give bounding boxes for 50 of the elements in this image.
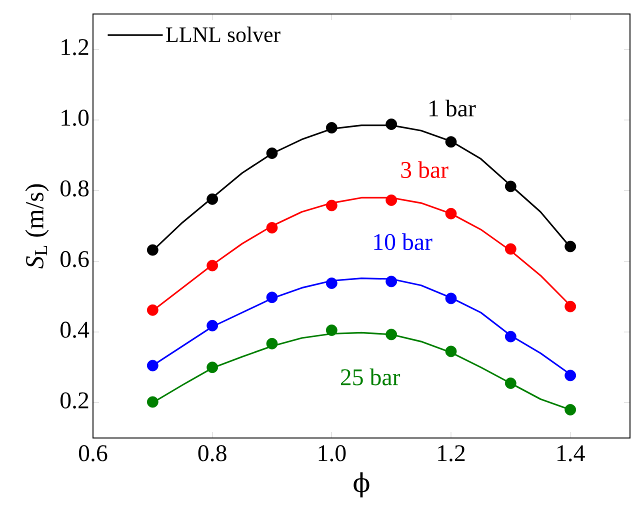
y-tick-label: 1.0 — [62, 110, 89, 126]
point — [386, 328, 398, 340]
point — [564, 240, 576, 252]
point — [445, 292, 457, 304]
point — [504, 243, 516, 255]
x-axis-title: ϕ — [354, 472, 370, 498]
point — [386, 118, 398, 130]
point — [386, 194, 398, 206]
point — [266, 338, 278, 350]
point — [564, 404, 576, 416]
point — [146, 396, 158, 408]
point — [326, 200, 338, 212]
point — [445, 346, 457, 358]
legend-label: LLNL solver — [166, 26, 280, 42]
point — [266, 292, 278, 304]
point — [564, 370, 576, 382]
point — [146, 244, 158, 256]
point — [206, 320, 218, 332]
y-tick-label: 0.8 — [60, 180, 89, 197]
point — [146, 360, 158, 372]
point — [504, 330, 516, 342]
point — [266, 222, 278, 234]
y-tick-label: 1.2 — [62, 39, 88, 56]
point — [326, 122, 338, 134]
annotation: 10 bar — [374, 233, 432, 250]
x-tick-label: 1.4 — [557, 445, 585, 462]
y-tick-label: 0.4 — [60, 322, 90, 338]
x-tick-label: 0.6 — [78, 445, 108, 462]
point — [206, 362, 218, 374]
annotation: 1 bar — [430, 100, 476, 117]
point — [504, 378, 516, 389]
point — [386, 276, 398, 288]
x-tick-label: 0.8 — [198, 445, 226, 462]
x-tick-label: 1.0 — [318, 445, 346, 462]
x-tick-label: 1.2 — [438, 445, 465, 462]
point — [266, 148, 278, 159]
annotation: 25 bar — [340, 368, 400, 386]
annotation: 3 bar — [401, 161, 448, 178]
y-tick-label: 0.2 — [60, 392, 88, 409]
point — [206, 193, 218, 205]
point — [326, 278, 338, 289]
point — [564, 300, 576, 312]
point — [445, 136, 457, 148]
point — [445, 208, 457, 220]
point — [206, 260, 218, 272]
point — [504, 180, 516, 192]
y-axis-title: S$_{L}$ (m/s) — [25, 184, 49, 269]
point — [146, 304, 158, 316]
point — [326, 324, 338, 336]
y-tick-label: 0.6 — [60, 251, 89, 268]
